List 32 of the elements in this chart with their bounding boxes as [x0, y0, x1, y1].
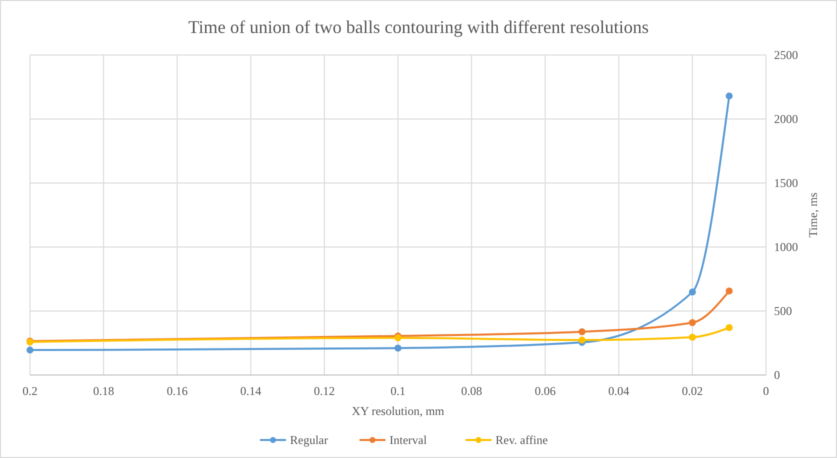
x-tick-label: 0.18	[93, 384, 114, 398]
point	[688, 288, 696, 296]
legend-label: Regular	[290, 433, 328, 447]
x-tick-label: 0.14	[240, 384, 262, 398]
x-tick-label: 0.08	[461, 384, 482, 398]
point	[726, 324, 733, 332]
x-tick-label: 0.1	[390, 384, 406, 398]
x-tick-label: 0.2	[22, 384, 38, 398]
legend-label: Interval	[390, 433, 428, 447]
y-tick-label: 1500	[774, 176, 798, 190]
x-tick-label: 0.02	[682, 384, 703, 398]
x-tick-label: 0	[763, 384, 769, 398]
point	[726, 288, 733, 295]
y-tick-label: 500	[774, 304, 792, 318]
point	[688, 334, 696, 341]
x-axis-title: XY resolution, mm	[352, 404, 445, 418]
x-tick-label: 0.12	[314, 384, 335, 398]
x-tick-label: 0.06	[534, 384, 556, 398]
y-tick-label: 2500	[774, 48, 798, 62]
point	[578, 328, 586, 336]
y-tick-label: 0	[774, 368, 780, 382]
legend-label: Rev. affine	[496, 433, 548, 447]
point	[394, 344, 402, 352]
y-tick-label: 2000	[774, 112, 798, 126]
x-tick-label: 0.16	[166, 384, 188, 398]
y-tick-label: 1000	[774, 240, 798, 254]
point	[688, 319, 696, 326]
x-tick-label: 0.04	[608, 384, 630, 398]
point	[726, 92, 733, 100]
chart-title: Time of union of two balls contouring with different resolutions	[188, 17, 649, 37]
point	[26, 346, 34, 354]
y-axis-title: Time, ms	[806, 192, 820, 238]
